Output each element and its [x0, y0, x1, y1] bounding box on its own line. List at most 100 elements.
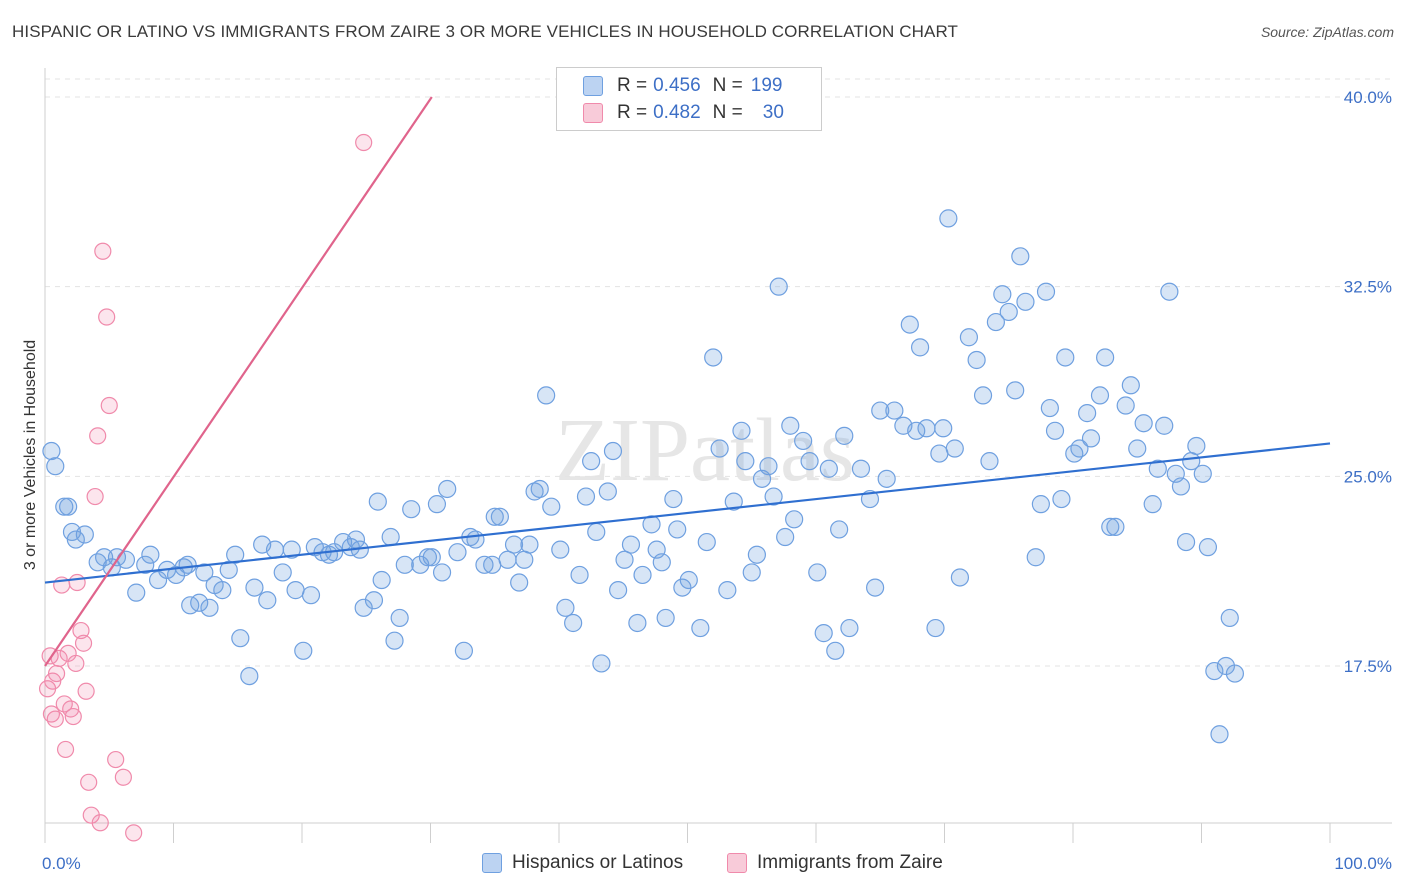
hispanics-point: [776, 527, 795, 547]
hispanics-point: [835, 426, 854, 445]
hispanics-point: [395, 555, 414, 574]
legend-n-label: N =: [712, 75, 743, 96]
legend-r-value: 0.456: [653, 75, 701, 96]
zaire-point: [67, 654, 85, 673]
hispanics-point: [1193, 464, 1212, 483]
hispanics-point: [851, 459, 871, 478]
hispanics-point: [141, 545, 160, 564]
hispanics-point: [66, 530, 85, 549]
hispanics-point: [724, 492, 743, 511]
hispanics-point: [1134, 414, 1153, 433]
hispanics-point: [1101, 517, 1120, 536]
y-tick-label: 40.0%: [1344, 88, 1392, 107]
hispanics-point: [368, 492, 387, 511]
hispanics-point: [781, 416, 800, 435]
hispanics-point: [697, 532, 716, 552]
zaire-point: [72, 621, 90, 640]
hispanics-point: [900, 315, 919, 334]
hispanics-point: [542, 497, 561, 516]
hispanics-point: [564, 613, 583, 633]
zaire-point: [80, 773, 98, 791]
hispanics-point: [448, 543, 467, 562]
hispanics-point: [354, 598, 373, 617]
legend-item-hispanics[interactable]: Hispanics or Latinos: [482, 852, 683, 874]
hispanics-point: [1171, 477, 1191, 496]
hispanics-point: [195, 563, 214, 582]
hispanics-point: [800, 452, 819, 471]
hispanics-point: [866, 578, 885, 597]
hispanics-point: [490, 507, 509, 526]
watermark: ZIPatlas: [555, 401, 855, 500]
hispanics-point: [1148, 459, 1167, 478]
y-tick-label: 32.5%: [1344, 278, 1392, 297]
hispanics-point: [282, 540, 301, 559]
hispanics-point: [704, 348, 723, 367]
hispanics-point: [42, 441, 61, 461]
zaire-point: [91, 814, 109, 832]
hispanics-point: [1045, 421, 1065, 440]
hispanics-point: [95, 548, 114, 567]
hispanics-point: [258, 591, 277, 610]
hispanics-point: [1116, 396, 1135, 415]
hispanics-point: [1036, 282, 1056, 301]
hispanics-point: [1026, 548, 1045, 567]
hispanics-point: [747, 545, 766, 564]
zaire-point: [355, 133, 373, 152]
hispanics-point: [226, 545, 245, 564]
y-tick-label: 25.0%: [1344, 467, 1392, 486]
hispanics-point: [609, 581, 628, 600]
zaire-point: [125, 824, 143, 842]
hispanics-point: [1040, 398, 1059, 418]
legend-r-label: R =: [617, 75, 648, 96]
zaire-point: [89, 427, 107, 445]
hispanics-point: [59, 497, 78, 516]
hispanics-point: [1078, 404, 1097, 423]
hispanics-point: [576, 487, 596, 506]
hispanics-point: [769, 277, 788, 296]
hispanics-point: [808, 563, 827, 582]
hispanics-point: [939, 209, 958, 228]
hispanics-point: [930, 444, 949, 463]
zaire-point: [100, 396, 118, 415]
hispanics-point: [592, 654, 611, 673]
hispanics-point: [732, 421, 751, 440]
hispanics-point: [537, 386, 556, 405]
hispanics-point: [240, 666, 259, 686]
hispanics-point: [993, 285, 1012, 304]
hispanics-point: [485, 507, 504, 526]
hispanics-point: [498, 550, 517, 569]
hispanics-point: [1056, 348, 1075, 367]
hispanics-point: [736, 452, 755, 471]
hispanics-point: [668, 520, 687, 539]
hispanics-point: [166, 565, 186, 585]
hispanics-point: [390, 608, 409, 628]
legend-r-label: R =: [617, 102, 648, 123]
series-zaire-points: [38, 133, 373, 842]
hispanics-point: [652, 553, 671, 572]
hispanics-point: [794, 431, 813, 451]
hispanics-point: [75, 525, 94, 544]
hispanics-point: [1016, 292, 1035, 311]
hispanics-point: [603, 441, 623, 461]
hispanics-point: [718, 581, 737, 600]
zaire-point: [77, 682, 95, 700]
hispanics-point: [466, 530, 485, 549]
legend-item-label: Hispanics or Latinos: [512, 852, 684, 873]
hispanics-point: [178, 555, 197, 574]
hispanics-point: [1198, 538, 1218, 557]
hispanics-point: [530, 479, 549, 499]
hispanics-point: [759, 457, 778, 476]
hispanics-point: [877, 469, 896, 488]
hispanics-point: [127, 583, 146, 602]
hispanics-point: [945, 439, 964, 458]
hispanics-point: [1225, 664, 1245, 683]
legend-swatch-pink: [583, 103, 603, 123]
hispanics-point: [385, 631, 404, 650]
y-tick-label: 17.5%: [1344, 657, 1392, 676]
legend-item-zaire[interactable]: Immigrants from Zaire: [727, 852, 943, 874]
zaire-point: [98, 308, 116, 326]
trend-lines: [44, 96, 1331, 667]
x-tick-labels: 0.0% 100.0%: [42, 854, 1392, 873]
legend-item-label: Immigrants from Zaire: [757, 852, 943, 873]
zaire-point: [86, 487, 104, 506]
